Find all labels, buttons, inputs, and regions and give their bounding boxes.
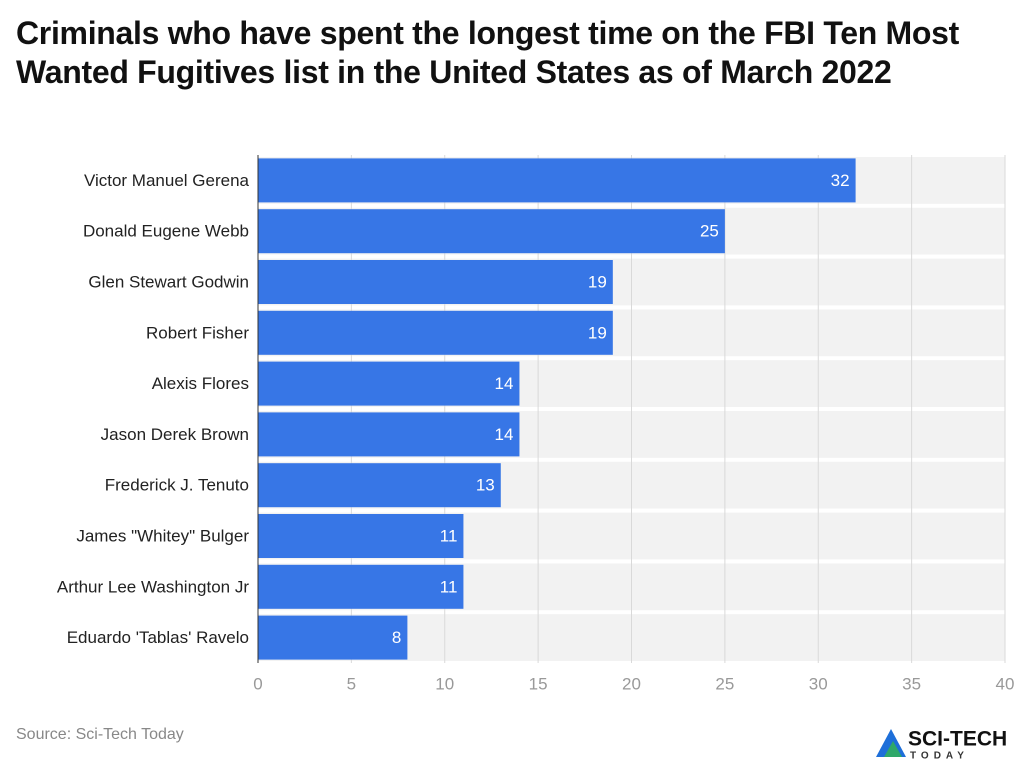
value-label: 11 — [440, 526, 458, 545]
value-label: 13 — [476, 476, 495, 495]
bar — [258, 158, 856, 203]
logo-name: SCI-TECH — [908, 728, 1007, 751]
bar — [258, 564, 464, 609]
y-tick-label: Alexis Flores — [152, 374, 249, 393]
value-label: 14 — [495, 374, 514, 393]
y-tick-label: Robert Fisher — [146, 323, 249, 342]
bar — [258, 209, 725, 254]
x-tick-label: 25 — [715, 674, 734, 693]
logo-icon — [876, 729, 906, 757]
logo: SCI-TECH TODAY — [876, 728, 1007, 762]
y-tick-label: James "Whitey" Bulger — [76, 526, 249, 545]
bar — [258, 310, 613, 355]
source: Source: Sci-Tech Today — [16, 726, 184, 743]
x-tick-label: 35 — [902, 674, 921, 693]
x-tick-label: 0 — [253, 674, 262, 693]
y-tick-label: Glen Stewart Godwin — [88, 272, 249, 291]
value-label: 32 — [831, 171, 850, 190]
value-label: 19 — [588, 272, 607, 291]
bar — [258, 615, 408, 660]
bar — [258, 514, 464, 558]
x-tick-label: 40 — [996, 674, 1015, 693]
x-tick-label: 30 — [809, 674, 828, 693]
value-label: 19 — [588, 323, 607, 342]
chart-title: Criminals who have spent the longest tim… — [16, 15, 959, 90]
x-tick-label: 5 — [347, 674, 356, 693]
x-tick-label: 15 — [529, 674, 548, 693]
y-tick-label: Jason Derek Brown — [101, 425, 249, 444]
y-tick-label: Donald Eugene Webb — [83, 222, 249, 241]
bar — [258, 260, 613, 304]
x-tick-label: 10 — [435, 674, 454, 693]
value-label: 14 — [495, 425, 514, 444]
logo-tagline: TODAY — [910, 751, 969, 761]
y-tick-label: Victor Manuel Gerena — [84, 171, 250, 190]
logo-icon-inner — [884, 741, 902, 757]
bar — [258, 412, 520, 457]
value-label: 25 — [700, 222, 719, 241]
bar — [258, 463, 501, 508]
value-label: 11 — [440, 577, 458, 596]
y-tick-label: Arthur Lee Washington Jr — [57, 577, 249, 596]
y-tick-label: Frederick J. Tenuto — [105, 476, 249, 495]
value-label: 8 — [392, 628, 401, 647]
x-tick-label: 20 — [622, 674, 641, 693]
bar — [258, 361, 520, 406]
y-tick-label: Eduardo 'Tablas' Ravelo — [67, 628, 249, 647]
title-box: Criminals who have spent the longest tim… — [16, 15, 959, 90]
